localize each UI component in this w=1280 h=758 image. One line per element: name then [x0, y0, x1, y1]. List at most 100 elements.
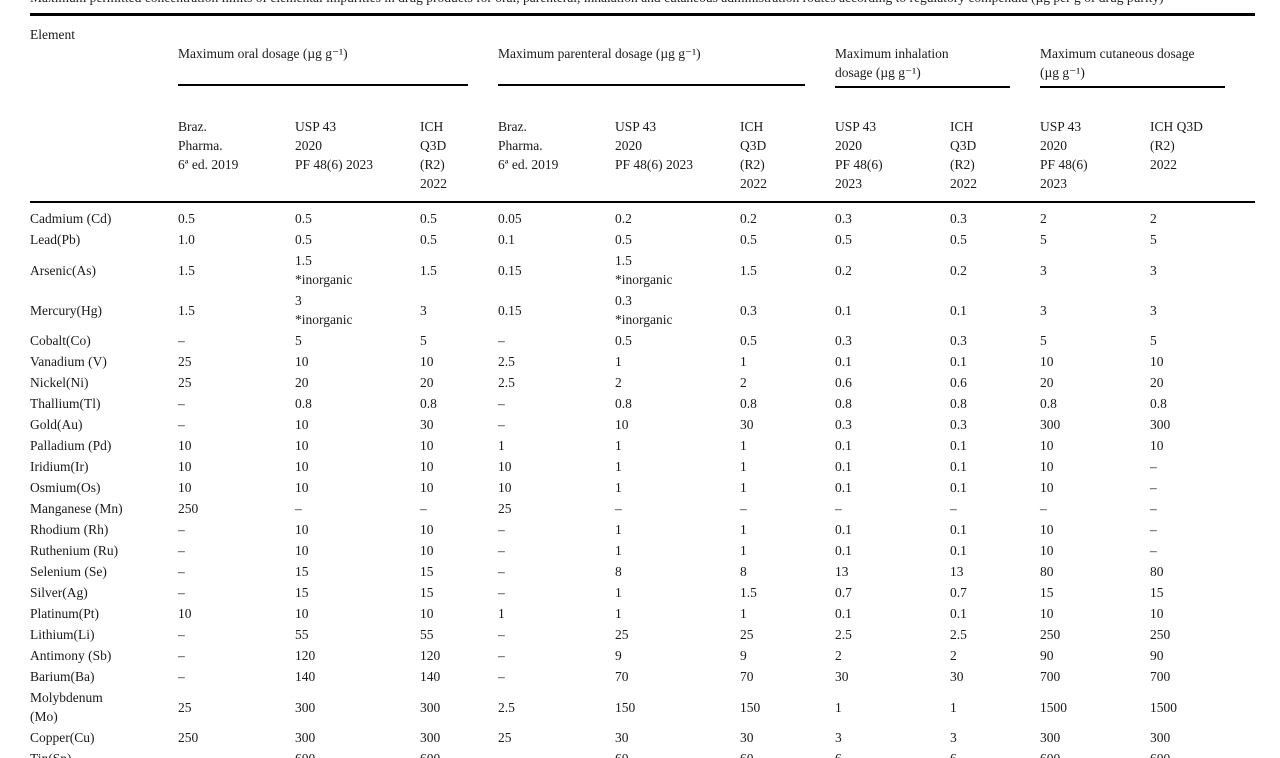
dosage-value: 1.5	[740, 262, 757, 278]
dosage-value: 1	[950, 699, 957, 715]
dosage-value: 0.3	[835, 211, 852, 226]
dosage-value: 8	[615, 564, 622, 579]
dosage-value: 0.8	[1040, 396, 1057, 411]
table-row: Vanadium (V) 25 10 10 2.5 1 1 0.1 0.1 10 10	[30, 351, 1255, 372]
subheader-parenteral-braz-pharma: Braz. Pharma. 6ª ed. 2019	[498, 107, 616, 203]
dosage-value: 25	[740, 627, 754, 642]
element-name: Copper(Cu)	[30, 730, 95, 745]
dosage-value: 0.5	[740, 333, 757, 348]
dosage-value: 1.5	[178, 262, 195, 278]
dosage-value: –	[498, 522, 505, 537]
element-name: Lead(Pb)	[30, 232, 81, 247]
clipped-caption-text: Maximum permitted concentration limits o…	[30, 0, 1255, 6]
dosage-value: –	[498, 648, 505, 663]
table-row: Antimony (Sb) – 120 120 – 9 9 2 2 90 90	[30, 645, 1255, 666]
dosage-value: 20	[420, 375, 434, 390]
dosage-value: 1	[615, 459, 622, 474]
element-name: Lithium(Li)	[30, 627, 95, 642]
dosage-value: 0.1	[835, 606, 852, 621]
dosage-value: 600	[1150, 748, 1255, 758]
dosage-value: 0.5	[178, 211, 195, 226]
dosage-value: 1.5	[420, 262, 437, 278]
dosage-value: 20	[1150, 375, 1164, 390]
table-row: Tin(Sn)–600600–606066600600	[30, 748, 1255, 758]
dosage-value: 300	[1040, 730, 1061, 745]
dosage-value: 1	[615, 543, 622, 558]
dosage-value: 0.1	[835, 543, 852, 558]
dosage-value: 70	[740, 669, 754, 684]
dosage-value: 10	[420, 459, 434, 474]
dosage-value: 3 *inorganic	[295, 293, 353, 327]
dosage-value: 1	[615, 354, 622, 369]
dosage-value: 25	[498, 501, 512, 516]
dosage-value: 10	[1150, 606, 1164, 621]
dosage-value: 80	[1150, 564, 1164, 579]
element-name: Manganese (Mn)	[30, 501, 123, 516]
dosage-value: 0.3	[950, 417, 967, 432]
dosage-value: 2	[1040, 211, 1047, 226]
dosage-value: 0.6	[835, 375, 852, 390]
dosage-value: –	[1150, 459, 1157, 474]
dosage-value: 1.5	[740, 585, 757, 600]
dosage-value: 80	[1040, 564, 1054, 579]
dosage-value: 15	[420, 585, 434, 600]
dosage-value: 9	[615, 648, 622, 663]
dosage-value: 0.7	[950, 585, 967, 600]
dosage-value: 2.5	[835, 627, 852, 642]
dosage-value: 13	[950, 564, 964, 579]
table-row: Platinum(Pt) 10 10 10 1 1 1 0.1 0.1 10 10	[30, 603, 1255, 624]
subheader-cutaneous-usp43: USP 43 2020 PF 48(6) 2023	[1040, 107, 1151, 203]
dosage-value: 10	[1040, 459, 1054, 474]
dosage-value: 10	[295, 438, 309, 453]
dosage-value: 0.5	[420, 232, 437, 247]
group-header-inhalation-dosage: Maximum inhalation dosage (µg g⁻¹)	[835, 15, 1040, 108]
subheader-oral-usp43: USP 43 2020 PF 48(6) 2023	[295, 107, 420, 203]
element-name: Silver(Ag)	[30, 585, 88, 600]
element-name: Arsenic(As)	[30, 262, 96, 278]
dosage-value: 0.1	[835, 354, 852, 369]
dosage-value: 0.8	[1150, 396, 1167, 411]
dosage-value: 300	[295, 730, 316, 745]
dosage-value: 0.6	[950, 375, 967, 390]
dosage-value: 1	[615, 480, 622, 495]
dosage-value: –	[498, 564, 505, 579]
element-name: Barium(Ba)	[30, 669, 95, 684]
dosage-value: 0.5	[295, 211, 312, 226]
dosage-value: 25	[615, 627, 629, 642]
dosage-value: 6	[950, 748, 1040, 758]
dosage-value: 700	[1040, 669, 1061, 684]
dosage-value: 1	[740, 438, 747, 453]
table-row: Silver(Ag) – 15 15 – 1 1.5 0.7 0.7 15 15	[30, 582, 1255, 603]
table-row: Rhodium (Rh) – 10 10 – 1 1 0.1 0.1 10 –	[30, 519, 1255, 540]
dosage-value: 250	[1040, 627, 1061, 642]
dosage-value: –	[1150, 501, 1157, 516]
dosage-value: 3	[1150, 302, 1157, 318]
dosage-value: 10	[295, 606, 309, 621]
dosage-value: 3	[950, 730, 957, 745]
dosage-value: 1	[615, 522, 622, 537]
dosage-value: –	[1150, 480, 1157, 495]
dosage-value: 250	[1150, 627, 1171, 642]
dosage-value: 15	[1040, 585, 1054, 600]
dosage-value: 5	[420, 333, 427, 348]
dosage-value: 0.2	[740, 211, 757, 226]
element-name: Gold(Au)	[30, 417, 83, 432]
dosage-value: –	[178, 648, 185, 663]
dosage-value: 2.5	[950, 627, 967, 642]
table-row: Nickel(Ni) 25 20 20 2.5 2 2 0.6 0.6 20 20	[30, 372, 1255, 393]
dosage-value: –	[498, 669, 505, 684]
elemental-impurity-limits-table: Element Maximum oral dosage (µg g⁻¹) Max…	[30, 13, 1256, 758]
dosage-value: 1.5	[178, 302, 195, 318]
dosage-value: 0.8	[740, 396, 757, 411]
dosage-value: –	[295, 501, 302, 516]
dosage-value: 5	[1150, 333, 1157, 348]
clipped-table-caption: Maximum permitted concentration limits o…	[30, 0, 1255, 13]
table-row: Ruthenium (Ru) – 10 10 – 1 1 0.1 0.1 10 –	[30, 540, 1255, 561]
dosage-value: 10	[178, 606, 192, 621]
dosage-value: 0.15	[498, 302, 522, 318]
dosage-value: 30	[740, 417, 754, 432]
dosage-value: 250	[178, 730, 199, 745]
dosage-value: –	[835, 501, 842, 516]
dosage-value: 25	[498, 730, 512, 745]
